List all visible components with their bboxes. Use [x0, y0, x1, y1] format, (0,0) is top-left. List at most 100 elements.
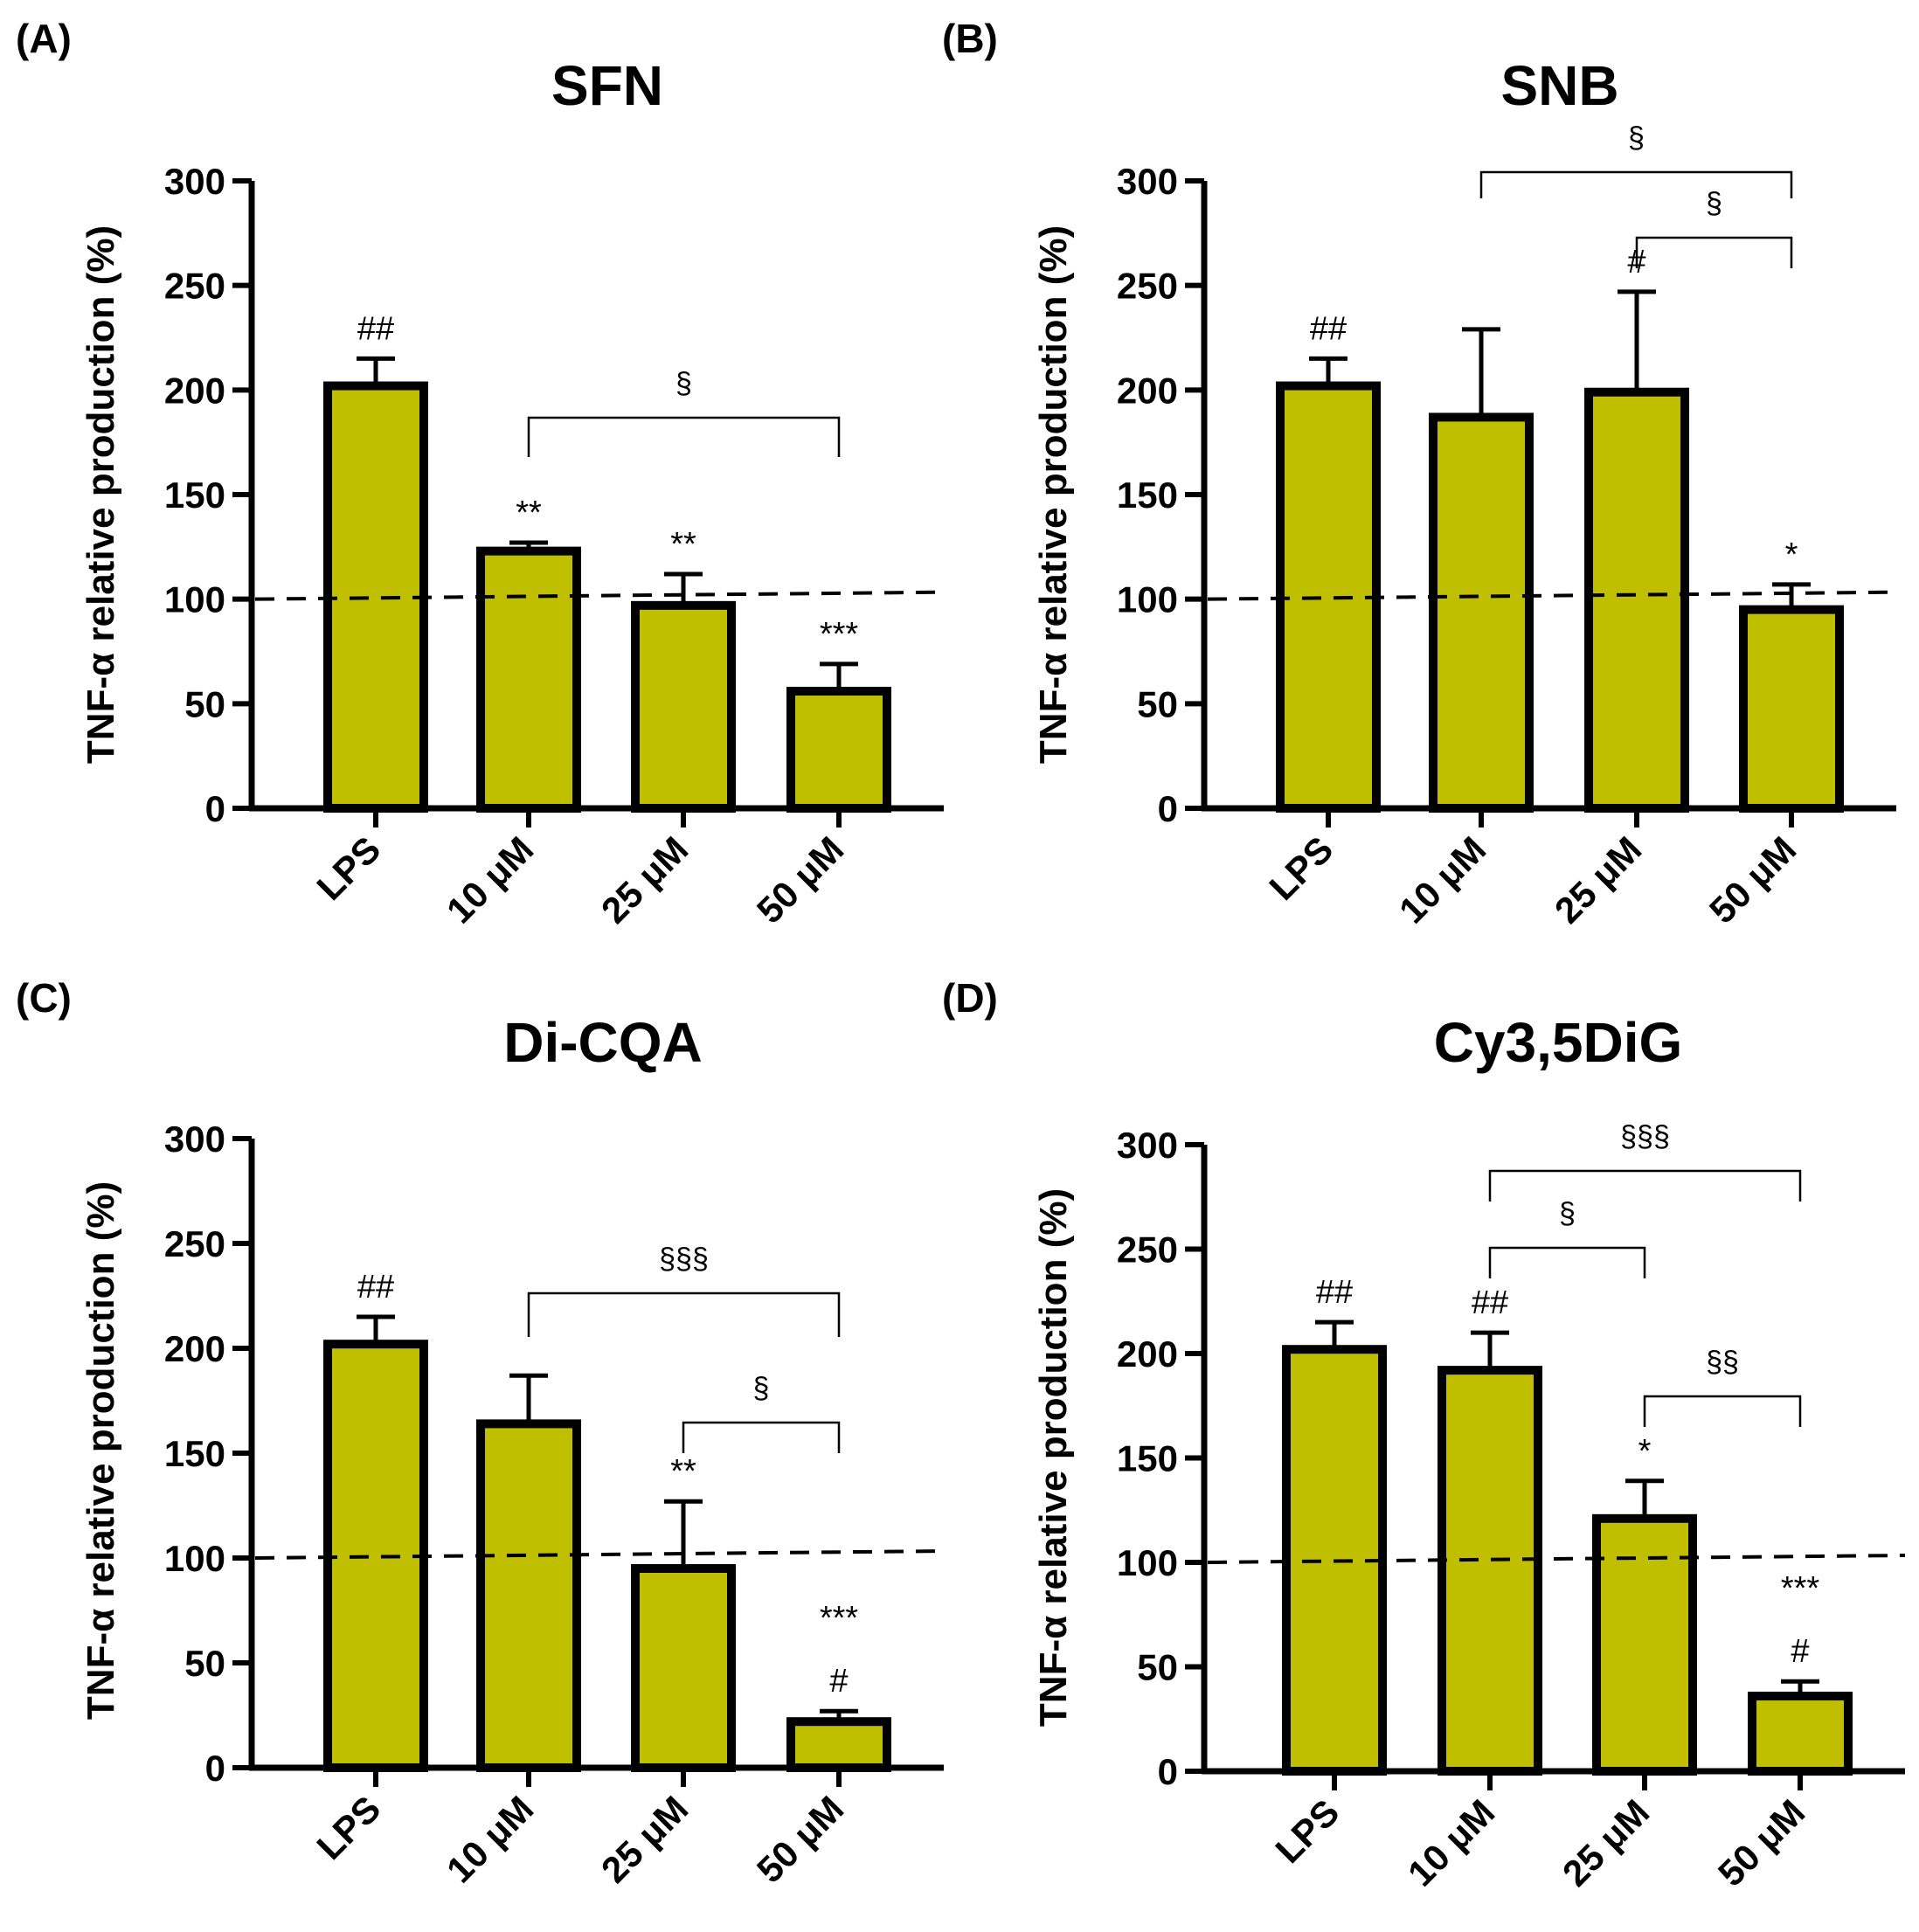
bracket-label: § [1706, 187, 1722, 220]
bracket-label: § [753, 1372, 770, 1405]
x-tick-label: 50 μM [749, 828, 851, 931]
chart-title: Cy3,5DiG [1434, 1011, 1683, 1074]
x-tick-label: 25 μM [593, 1788, 696, 1890]
chart-title: Di-CQA [503, 1011, 703, 1074]
bar [1592, 1513, 1697, 1776]
comparison-bracket [1488, 1246, 1646, 1278]
y-tick-label: 0 [1158, 788, 1178, 829]
significance-label: * [1785, 537, 1798, 573]
y-tick-label: 100 [1117, 1542, 1178, 1583]
y-axis-label: TNF-α relative production (%) [80, 1181, 122, 1720]
y-tick-label: 300 [164, 1118, 225, 1160]
bracket-label: §§§ [659, 1243, 709, 1276]
bar [631, 600, 736, 814]
significance-label: ## [1472, 1285, 1508, 1321]
bracket-label: § [675, 367, 692, 400]
comparison-bracket [527, 1291, 841, 1337]
reference-line-100 [254, 590, 945, 601]
panel-a: (A) SFN TNF-α relative production (%) 0 50 10… [16, 16, 945, 931]
reference-line-100 [254, 1549, 945, 1560]
y-tick-label: 300 [1117, 1125, 1178, 1166]
significance-label: ## [1316, 1274, 1353, 1311]
reference-line-100 [1207, 590, 1897, 601]
significance-label: *** [820, 616, 859, 653]
x-tick-label: LPS [308, 1788, 388, 1867]
y-tick-label: 50 [1137, 683, 1178, 724]
comparison-bracket [682, 1421, 841, 1453]
comparison-bracket [1479, 170, 1793, 198]
bar [476, 546, 581, 813]
chart-title: SNB [1500, 54, 1618, 117]
y-axis-label: TNF-α relative production (%) [1032, 1188, 1075, 1727]
significance-label: *** [1781, 1570, 1820, 1607]
y-tick-label: 100 [164, 579, 225, 620]
x-tick-label: 25 μM [1547, 828, 1649, 931]
bar [323, 381, 428, 813]
bracket-label: §§ [1706, 1346, 1739, 1379]
bracket-label: § [1559, 1197, 1576, 1230]
panel-label: (A) [16, 16, 72, 61]
y-tick-label: 100 [1117, 579, 1178, 620]
significance-label: * [1638, 1433, 1652, 1470]
x-tick-label: LPS [308, 828, 388, 908]
y-tick-label: 0 [205, 1748, 225, 1789]
y-tick-label: 300 [164, 161, 225, 202]
bar [1276, 381, 1381, 813]
panel-label: (C) [16, 975, 72, 1021]
panel-c: (C) Di-CQA TNF-α relative production (%) 0 5… [16, 975, 945, 1891]
x-tick-label: 10 μM [1391, 828, 1493, 931]
bar [476, 1419, 581, 1773]
x-tick-label: 10 μM [439, 828, 541, 931]
y-tick-label: 150 [164, 474, 225, 516]
comparison-bracket [1488, 1169, 1802, 1201]
x-tick-label: 50 μM [1701, 828, 1804, 931]
significance-label: ## [357, 1269, 394, 1305]
comparison-bracket [1635, 236, 1793, 268]
y-tick-label: 150 [164, 1433, 225, 1474]
y-tick-label: 250 [164, 1223, 225, 1264]
x-tick-label: 10 μM [439, 1788, 541, 1890]
significance-label: ## [357, 310, 394, 347]
panel-label: (D) [942, 975, 998, 1021]
x-tick-label: 25 μM [1555, 1791, 1657, 1894]
chart-title: SFN [551, 54, 663, 117]
significance-label: ## [1310, 310, 1347, 347]
y-tick-label: 50 [184, 683, 225, 724]
y-tick-label: 100 [164, 1538, 225, 1579]
bracket-label: § [1628, 121, 1645, 155]
x-tick-label: 10 μM [1400, 1791, 1502, 1894]
significance-label: ** [670, 526, 696, 563]
bar [786, 1717, 891, 1772]
y-tick-label: 50 [1137, 1647, 1178, 1688]
panel-d: (D) Cy3,5DiG TNF-α relative production (%)… [942, 975, 1906, 1894]
x-tick-label: 50 μM [1710, 1791, 1812, 1894]
panel-label: (B) [942, 16, 998, 61]
y-axis-label: TNF-α relative production (%) [80, 225, 122, 764]
bar [786, 686, 891, 813]
comparison-bracket [1643, 1395, 1802, 1427]
bar [323, 1340, 428, 1772]
y-tick-label: 250 [1117, 1229, 1178, 1271]
significance-label: ** [670, 1453, 696, 1490]
y-tick-label: 0 [1158, 1751, 1178, 1792]
y-tick-label: 250 [1117, 266, 1178, 307]
x-tick-label: LPS [1261, 828, 1341, 908]
significance-label: # [829, 1663, 848, 1700]
y-axis-label: TNF-α relative production (%) [1032, 225, 1075, 764]
x-tick-label: 25 μM [593, 828, 696, 931]
bar [1438, 1366, 1542, 1776]
bar [1429, 412, 1534, 813]
panel-b: (B) SNB TNF-α relative production (%) 0 50 10… [942, 16, 1897, 931]
y-tick-label: 250 [164, 266, 225, 307]
y-tick-label: 200 [1117, 370, 1178, 411]
y-tick-label: 300 [1117, 161, 1178, 202]
significance-label: *** [820, 1600, 859, 1637]
y-tick-label: 150 [1117, 1438, 1178, 1479]
y-tick-label: 50 [184, 1643, 225, 1684]
x-tick-label: 50 μM [749, 1788, 851, 1890]
reference-line-100 [1207, 1554, 1906, 1564]
bracket-label: §§§ [1620, 1120, 1670, 1153]
x-tick-label: LPS [1267, 1791, 1347, 1871]
comparison-bracket [527, 416, 841, 457]
